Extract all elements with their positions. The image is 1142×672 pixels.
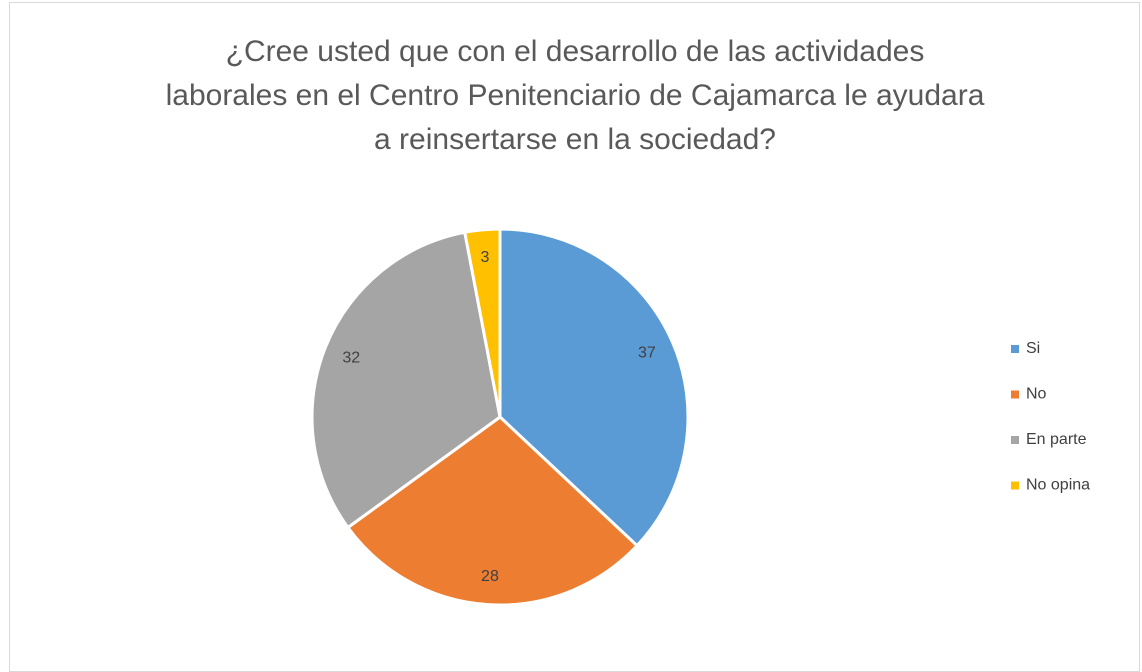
legend-swatch (1011, 345, 1019, 353)
data-label: 32 (342, 349, 360, 366)
data-label: 3 (480, 249, 489, 266)
legend-label: No (1026, 386, 1047, 403)
legend-label: No opina (1026, 477, 1090, 494)
pie-slice (310, 230, 502, 530)
legend-swatch (1011, 481, 1019, 490)
data-label: 28 (481, 568, 499, 585)
legend-swatch (1011, 390, 1019, 399)
pie-slice (498, 227, 690, 548)
legend-label: Si (1026, 340, 1040, 357)
legend-swatch (1011, 436, 1019, 444)
legend-label: En parte (1026, 431, 1087, 448)
data-label: 37 (638, 345, 656, 362)
pie-slice (463, 227, 502, 418)
pie-slice (345, 415, 640, 607)
chart-title: ¿Cree usted que con el desarrollo de las… (165, 35, 985, 156)
